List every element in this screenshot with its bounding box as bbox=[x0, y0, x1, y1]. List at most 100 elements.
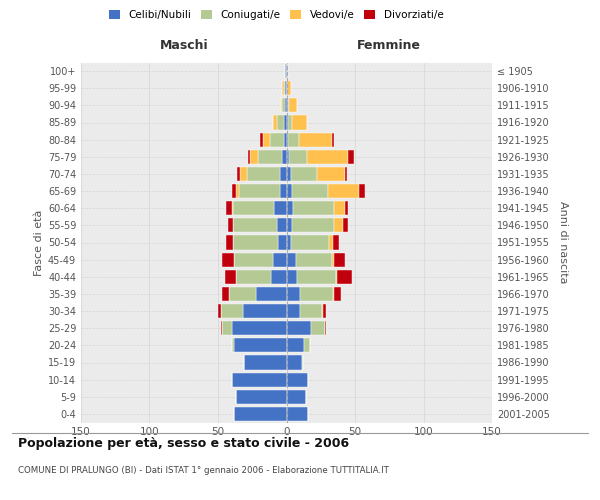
Bar bbox=[348, 150, 353, 164]
Bar bbox=[290, 236, 329, 250]
Bar bbox=[256, 287, 287, 301]
Bar bbox=[287, 407, 308, 421]
Bar bbox=[287, 64, 288, 78]
Bar bbox=[232, 201, 233, 215]
Bar bbox=[292, 184, 328, 198]
Bar bbox=[299, 132, 332, 146]
Bar bbox=[304, 338, 310, 352]
Bar bbox=[300, 304, 322, 318]
Bar bbox=[287, 132, 288, 146]
Bar bbox=[235, 252, 273, 266]
Bar bbox=[227, 218, 233, 232]
Bar bbox=[287, 287, 300, 301]
Y-axis label: Fasce di età: Fasce di età bbox=[34, 210, 44, 276]
Bar bbox=[337, 270, 352, 284]
Bar bbox=[285, 81, 287, 95]
Text: Maschi: Maschi bbox=[160, 39, 208, 52]
Bar bbox=[235, 338, 287, 352]
Bar bbox=[236, 390, 287, 404]
Bar bbox=[289, 150, 307, 164]
Bar bbox=[322, 304, 323, 318]
Bar bbox=[277, 218, 287, 232]
Bar bbox=[232, 338, 235, 352]
Bar bbox=[287, 390, 305, 404]
Bar bbox=[250, 150, 258, 164]
Bar bbox=[292, 218, 334, 232]
Bar bbox=[232, 321, 287, 335]
Bar bbox=[222, 321, 232, 335]
Bar bbox=[334, 252, 346, 266]
Bar bbox=[287, 356, 302, 370]
Bar bbox=[242, 304, 287, 318]
Bar bbox=[287, 218, 292, 232]
Bar bbox=[336, 270, 337, 284]
Bar bbox=[287, 184, 292, 198]
Bar bbox=[273, 116, 277, 130]
Bar bbox=[235, 407, 287, 421]
Bar bbox=[329, 236, 333, 250]
Bar bbox=[271, 270, 287, 284]
Bar bbox=[280, 184, 287, 198]
Bar bbox=[285, 98, 287, 112]
Bar bbox=[300, 287, 333, 301]
Bar bbox=[323, 304, 326, 318]
Bar bbox=[221, 304, 242, 318]
Bar bbox=[288, 132, 299, 146]
Bar bbox=[273, 252, 287, 266]
Bar bbox=[287, 81, 290, 95]
Bar bbox=[332, 252, 334, 266]
Bar bbox=[218, 304, 221, 318]
Legend: Celibi/Nubili, Coniugati/e, Vedovi/e, Divorziati/e: Celibi/Nubili, Coniugati/e, Vedovi/e, Di… bbox=[107, 8, 445, 22]
Bar bbox=[287, 321, 311, 335]
Bar bbox=[325, 321, 326, 335]
Bar bbox=[258, 150, 283, 164]
Bar bbox=[334, 287, 341, 301]
Bar bbox=[334, 201, 346, 215]
Bar bbox=[233, 218, 277, 232]
Bar bbox=[328, 184, 359, 198]
Bar bbox=[244, 356, 287, 370]
Bar bbox=[332, 132, 334, 146]
Bar bbox=[263, 132, 270, 146]
Bar bbox=[233, 236, 278, 250]
Bar bbox=[222, 287, 229, 301]
Bar bbox=[333, 287, 334, 301]
Bar bbox=[317, 167, 346, 181]
Bar bbox=[287, 201, 293, 215]
Bar bbox=[287, 167, 290, 181]
Text: Femmine: Femmine bbox=[357, 39, 421, 52]
Bar bbox=[284, 81, 285, 95]
Bar bbox=[270, 132, 284, 146]
Bar bbox=[346, 167, 347, 181]
Bar bbox=[343, 218, 348, 232]
Bar bbox=[287, 98, 288, 112]
Bar bbox=[283, 150, 287, 164]
Bar bbox=[346, 201, 348, 215]
Bar bbox=[237, 167, 240, 181]
Bar bbox=[274, 201, 287, 215]
Bar bbox=[285, 64, 287, 78]
Bar bbox=[311, 321, 325, 335]
Text: Popolazione per età, sesso e stato civile - 2006: Popolazione per età, sesso e stato civil… bbox=[18, 438, 349, 450]
Bar bbox=[225, 270, 236, 284]
Bar bbox=[293, 201, 334, 215]
Bar bbox=[281, 98, 283, 112]
Bar bbox=[284, 132, 287, 146]
Bar bbox=[239, 184, 280, 198]
Bar bbox=[233, 201, 274, 215]
Bar bbox=[287, 252, 296, 266]
Bar bbox=[247, 167, 280, 181]
Bar bbox=[288, 116, 292, 130]
Bar bbox=[287, 372, 308, 386]
Bar bbox=[302, 356, 303, 370]
Bar bbox=[289, 98, 298, 112]
Bar bbox=[248, 150, 250, 164]
Bar bbox=[334, 218, 343, 232]
Bar bbox=[290, 167, 317, 181]
Bar bbox=[287, 116, 288, 130]
Bar bbox=[284, 116, 287, 130]
Bar bbox=[359, 184, 365, 198]
Bar bbox=[333, 236, 338, 250]
Bar bbox=[240, 167, 247, 181]
Bar bbox=[287, 150, 289, 164]
